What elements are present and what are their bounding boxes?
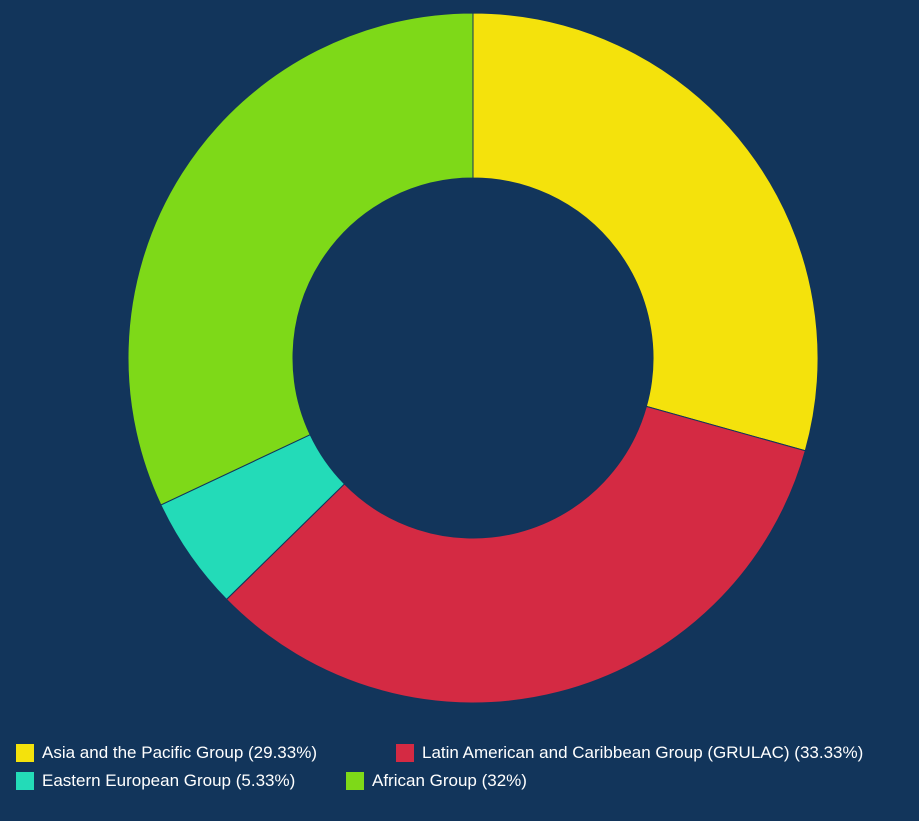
legend-item-eastern-european: Eastern European Group (5.33%): [16, 769, 295, 793]
legend-swatch-grulac: [396, 744, 414, 762]
legend-swatch-asia-pacific: [16, 744, 34, 762]
donut-slice-asia-and-the-pacific-group: [472, 12, 819, 452]
donut-chart: [127, 12, 819, 704]
legend-label-asia-pacific: Asia and the Pacific Group (29.33%): [42, 743, 317, 762]
legend-item-grulac: Latin American and Caribbean Group (GRUL…: [396, 741, 863, 765]
chart-legend: Asia and the Pacific Group (29.33%) Lati…: [16, 741, 916, 821]
donut-slice-african-group: [127, 12, 474, 506]
legend-label-african: African Group (32%): [372, 771, 527, 790]
legend-item-african: African Group (32%): [346, 769, 527, 793]
legend-swatch-eastern-european: [16, 772, 34, 790]
legend-label-eastern-european: Eastern European Group (5.33%): [42, 771, 296, 790]
legend-swatch-african: [346, 772, 364, 790]
legend-item-asia-pacific: Asia and the Pacific Group (29.33%): [16, 741, 317, 765]
legend-label-grulac: Latin American and Caribbean Group (GRUL…: [422, 743, 864, 762]
donut-slices: [127, 12, 819, 704]
donut-slice-latin-american-and-caribbean-group: [225, 405, 806, 704]
